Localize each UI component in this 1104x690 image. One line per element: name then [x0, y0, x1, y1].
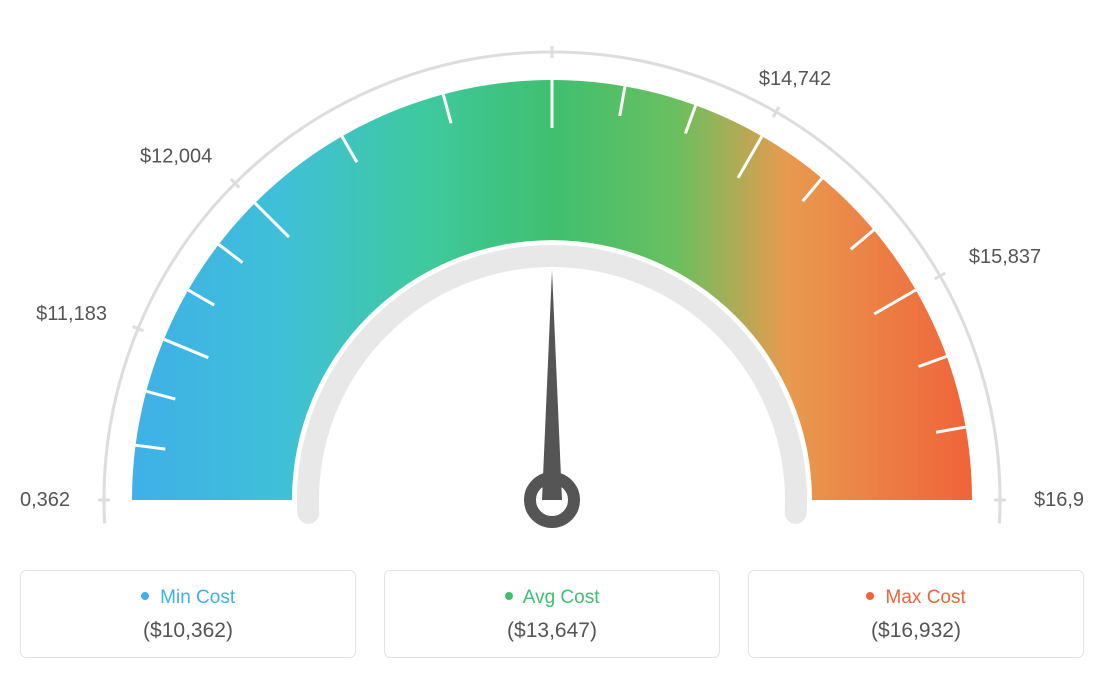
legend-value-avg: ($13,647)	[395, 619, 709, 643]
svg-text:$10,362: $10,362	[20, 489, 70, 511]
legend-card-max: Max Cost ($16,932)	[748, 570, 1084, 658]
legend-value-max: ($16,932)	[759, 619, 1073, 643]
dot-icon	[505, 592, 513, 600]
legend-card-min: Min Cost ($10,362)	[20, 570, 356, 658]
legend-title-min: Min Cost	[31, 587, 345, 609]
svg-text:$15,837: $15,837	[969, 246, 1041, 268]
legend-value-min: ($10,362)	[31, 619, 345, 643]
svg-text:$11,183: $11,183	[36, 303, 107, 325]
legend-card-avg: Avg Cost ($13,647)	[384, 570, 720, 658]
gauge-chart: $10,362$11,183$12,004$13,647$14,742$15,8…	[20, 20, 1084, 560]
legend-title-max: Max Cost	[759, 587, 1073, 609]
dot-icon	[141, 592, 149, 600]
legend-title-avg: Avg Cost	[395, 587, 709, 609]
legend-title-text: Avg Cost	[523, 587, 600, 608]
dot-icon	[866, 592, 874, 600]
svg-text:$14,742: $14,742	[759, 68, 831, 90]
legend-row: Min Cost ($10,362) Avg Cost ($13,647) Ma…	[20, 570, 1084, 658]
legend-title-text: Max Cost	[886, 587, 966, 608]
svg-text:$12,004: $12,004	[140, 145, 212, 167]
gauge-svg: $10,362$11,183$12,004$13,647$14,742$15,8…	[20, 20, 1084, 560]
legend-title-text: Min Cost	[160, 587, 235, 608]
svg-text:$16,932: $16,932	[1034, 489, 1084, 511]
